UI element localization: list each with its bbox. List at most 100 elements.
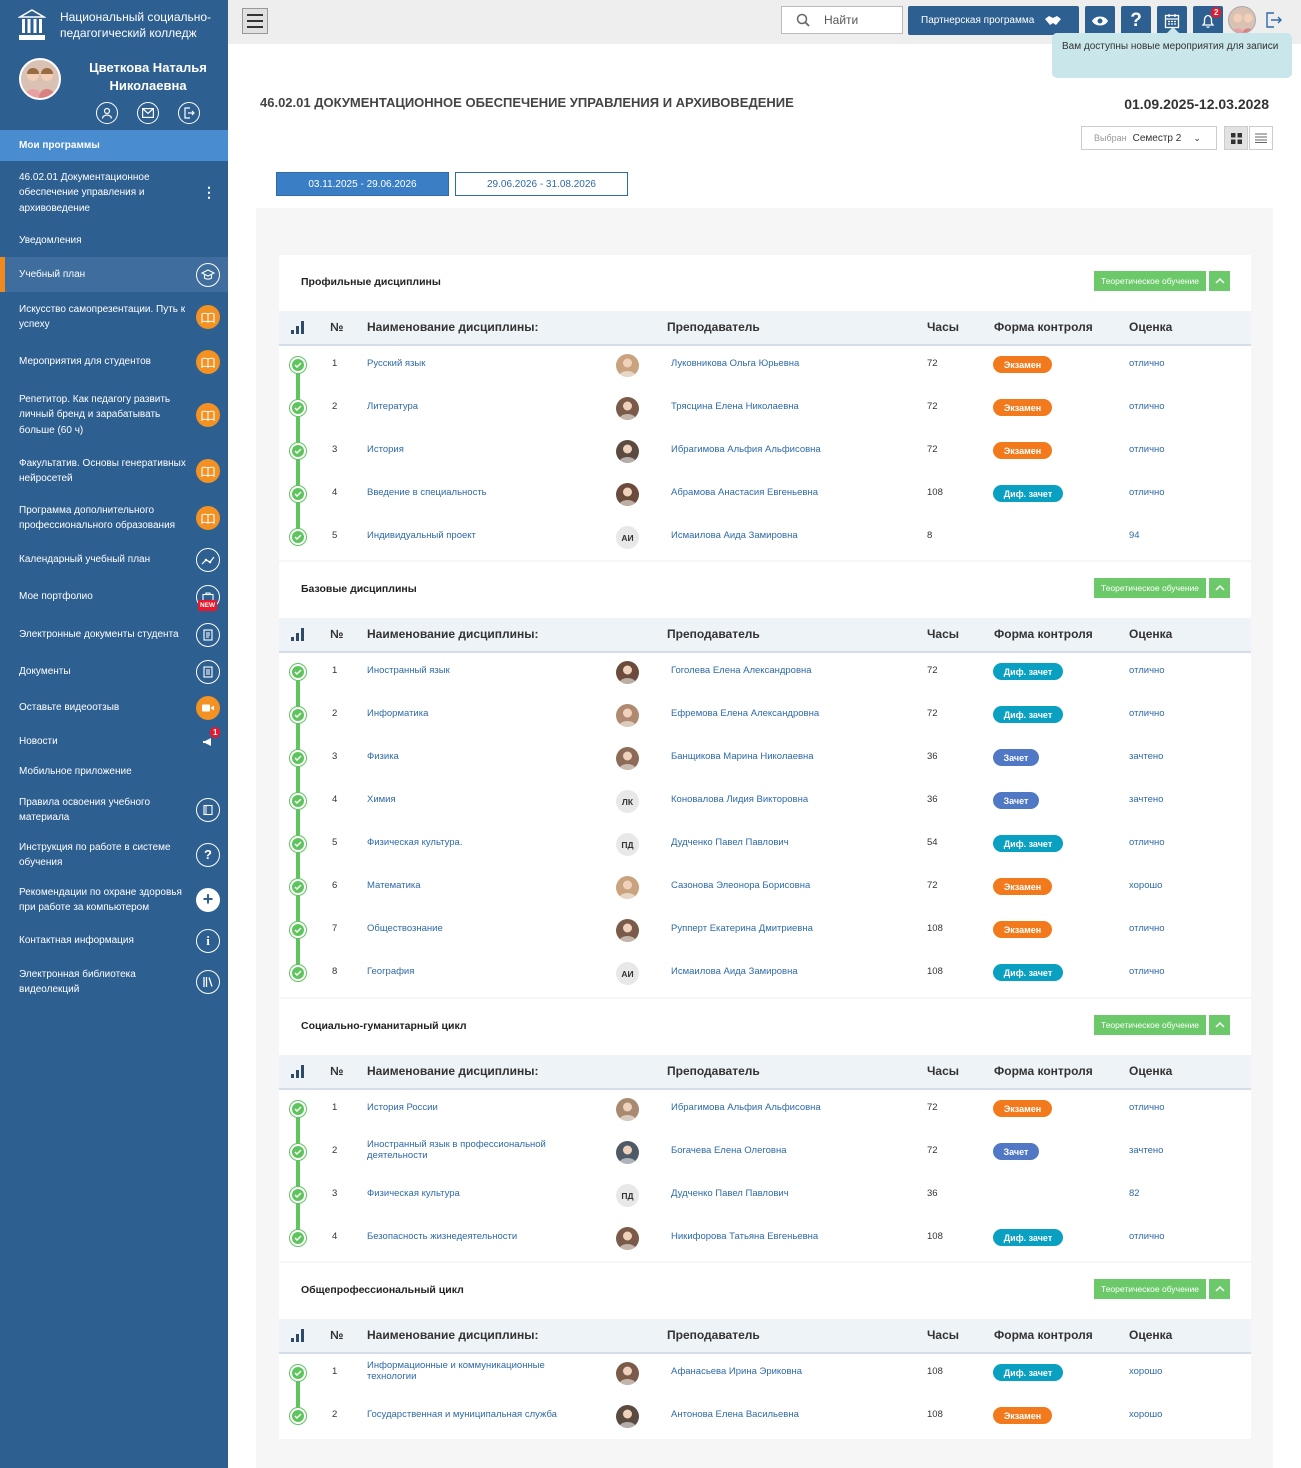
period-tab-1[interactable]: 03.11.2025 - 29.06.2026	[276, 172, 449, 196]
table-row[interactable]: 3 Физика Банщикова Марина Николаевна 36 Заче…	[279, 737, 1251, 780]
teacher-link[interactable]: Ефремова Елена Александровна	[671, 708, 820, 719]
teacher-link[interactable]: Исмаилова Аида Замировна	[671, 530, 798, 541]
grid-view-button[interactable]	[1224, 126, 1248, 150]
collapse-button[interactable]	[1209, 578, 1230, 598]
teacher-avatar[interactable]	[616, 1141, 639, 1164]
teacher-link[interactable]: Абрамова Анастасия Евгеньевна	[671, 487, 818, 498]
table-row[interactable]: 2 Литература Трясцина Елена Николаевна 72 Эк…	[279, 387, 1251, 430]
sidebar-item-library[interactable]: Электронная библиотека видеолекций	[0, 964, 228, 1000]
grade-link[interactable]: отлично	[1129, 665, 1165, 676]
table-row[interactable]: 1 Информационные и коммуникационные техно…	[279, 1352, 1251, 1395]
profile-icon[interactable]	[96, 102, 118, 124]
discipline-link[interactable]: Индивидуальный проект	[367, 530, 476, 541]
teacher-avatar[interactable]	[616, 1227, 639, 1250]
teacher-avatar[interactable]	[616, 397, 639, 420]
discipline-link[interactable]: География	[367, 966, 415, 977]
collapse-button[interactable]	[1209, 1015, 1230, 1035]
teacher-link[interactable]: Ибрагимова Альфия Альфисовна	[671, 1102, 821, 1113]
logout-small-icon[interactable]	[178, 102, 200, 124]
discipline-link[interactable]: Химия	[367, 794, 396, 805]
teacher-link[interactable]: Ибрагимова Альфия Альфисовна	[671, 444, 821, 455]
help-button[interactable]: ?	[1121, 6, 1151, 35]
grade-link[interactable]: отлично	[1129, 923, 1165, 934]
teacher-avatar[interactable]	[616, 440, 639, 463]
discipline-link[interactable]: История России	[367, 1102, 438, 1113]
discipline-link[interactable]: Физическая культура.	[367, 837, 463, 848]
teacher-initials[interactable]: ПД	[616, 1184, 639, 1207]
logout-icon[interactable]	[1265, 11, 1283, 29]
teacher-avatar[interactable]	[616, 1405, 639, 1428]
teacher-avatar[interactable]	[616, 354, 639, 377]
grade-link[interactable]: хорошо	[1129, 880, 1163, 891]
table-row[interactable]: 1 История России Ибрагимова Альфия Альфисо…	[279, 1088, 1251, 1131]
theory-training-button[interactable]: Теоретическое обучение	[1094, 1015, 1206, 1035]
table-row[interactable]: 6 Математика Сазонова Элеонора Борисовна 72…	[279, 866, 1251, 909]
theory-training-button[interactable]: Теоретическое обучение	[1094, 271, 1206, 291]
events-tooltip[interactable]: Вам доступны новые мероприятия для запис…	[1052, 27, 1292, 78]
discipline-link[interactable]: Информатика	[367, 708, 429, 719]
discipline-link[interactable]: Введение в специальность	[367, 487, 487, 498]
theory-training-button[interactable]: Теоретическое обучение	[1094, 578, 1206, 598]
discipline-link[interactable]: Русский язык	[367, 358, 426, 369]
teacher-avatar[interactable]	[616, 1098, 639, 1121]
discipline-link[interactable]: Безопасность жизнедеятельности	[367, 1231, 518, 1242]
grade-link[interactable]: зачтено	[1129, 751, 1164, 762]
teacher-link[interactable]: Коновалова Лидия Викторовна	[671, 794, 809, 805]
grade-link[interactable]: отлично	[1129, 358, 1165, 369]
grade-link[interactable]: отлично	[1129, 1102, 1165, 1113]
teacher-link[interactable]: Банщикова Марина Николаевна	[671, 751, 814, 762]
grade-link[interactable]: отлично	[1129, 966, 1165, 977]
discipline-link[interactable]: Государственная и муниципальная служба	[367, 1409, 557, 1420]
table-row[interactable]: 2 Информатика Ефремова Елена Александровна…	[279, 694, 1251, 737]
teacher-avatar[interactable]	[616, 747, 639, 770]
view-button[interactable]	[1085, 6, 1115, 35]
collapse-button[interactable]	[1209, 271, 1230, 291]
sidebar-item-my-programs[interactable]: Мои программы	[0, 130, 228, 161]
sidebar-item-health[interactable]: Рекомендации по охране здоровья при рабо…	[0, 882, 228, 918]
teacher-initials[interactable]: ЛК	[616, 790, 639, 813]
grade-link[interactable]: отлично	[1129, 487, 1165, 498]
teacher-link[interactable]: Антонова Елена Васильевна	[671, 1409, 799, 1420]
table-row[interactable]: 7 Обществознание Рупперт Екатерина Дмитрие…	[279, 909, 1251, 952]
menu-toggle-icon[interactable]	[242, 8, 268, 34]
discipline-link[interactable]: Иностранный язык в профессиональной деят…	[367, 1139, 546, 1161]
more-vert-icon[interactable]: ⋮	[202, 184, 216, 201]
grade-link[interactable]: отлично	[1129, 401, 1165, 412]
semester-select[interactable]: Выбран Семестр 2 ⌄	[1081, 126, 1217, 150]
teacher-avatar[interactable]	[616, 876, 639, 899]
grade-link[interactable]: зачтено	[1129, 794, 1164, 805]
theory-training-button[interactable]: Теоретическое обучение	[1094, 1279, 1206, 1299]
discipline-link[interactable]: Иностранный язык	[367, 665, 450, 676]
sidebar-item-dpo[interactable]: Программа дополнительного профессиональн…	[0, 499, 228, 537]
sidebar-item-portfolio[interactable]: Мое портфолио NEW	[0, 583, 228, 611]
teacher-link[interactable]: Рупперт Екатерина Дмитриевна	[671, 923, 813, 934]
grade-link[interactable]: отлично	[1129, 837, 1165, 848]
discipline-link[interactable]: Обществознание	[367, 923, 443, 934]
table-row[interactable]: 1 Иностранный язык Гоголева Елена Александ…	[279, 651, 1251, 694]
teacher-avatar[interactable]	[616, 483, 639, 506]
sidebar-item-self-presentation[interactable]: Искусство самопрезентации. Путь к успеху	[0, 297, 228, 337]
period-tab-2[interactable]: 29.06.2026 - 31.08.2026	[455, 172, 628, 196]
grade-link[interactable]: зачтено	[1129, 1145, 1164, 1156]
sidebar-item-notifications[interactable]: Уведомления	[19, 235, 82, 247]
sidebar-item-contacts[interactable]: Контактная информация i	[0, 929, 228, 953]
grade-link[interactable]: хорошо	[1129, 1366, 1163, 1377]
user-avatar[interactable]	[19, 58, 61, 100]
teacher-link[interactable]: Никифорова Татьяна Евгеньевна	[671, 1231, 819, 1242]
teacher-link[interactable]: Гоголева Елена Александровна	[671, 665, 812, 676]
grade-link[interactable]: отлично	[1129, 1231, 1165, 1242]
discipline-link[interactable]: Физика	[367, 751, 399, 762]
mail-icon[interactable]	[137, 102, 159, 124]
college-logo-icon[interactable]	[18, 9, 46, 41]
grade-link[interactable]: 82	[1129, 1188, 1140, 1199]
sidebar-item-elective[interactable]: Факультатив. Основы генеративных нейросе…	[0, 452, 228, 490]
teacher-initials[interactable]: АИ	[616, 962, 639, 985]
table-row[interactable]: 5 Физическая культура. ПД Дудченко Павел Па…	[279, 823, 1251, 866]
table-row[interactable]: 2 Иностранный язык в профессиональной дея…	[279, 1131, 1251, 1174]
table-row[interactable]: 4 Безопасность жизнедеятельности Никифоров…	[279, 1217, 1251, 1260]
teacher-link[interactable]: Афанасьева Ирина Эриковна	[671, 1366, 803, 1377]
sidebar-item-calendar-plan[interactable]: Календарный учебный план	[0, 546, 228, 574]
sidebar-item-study-rules[interactable]: Правила освоения учебного материала	[0, 792, 228, 828]
sidebar-item-news[interactable]: Новости 1	[0, 727, 228, 754]
sidebar-item-documents[interactable]: Документы	[0, 658, 228, 686]
